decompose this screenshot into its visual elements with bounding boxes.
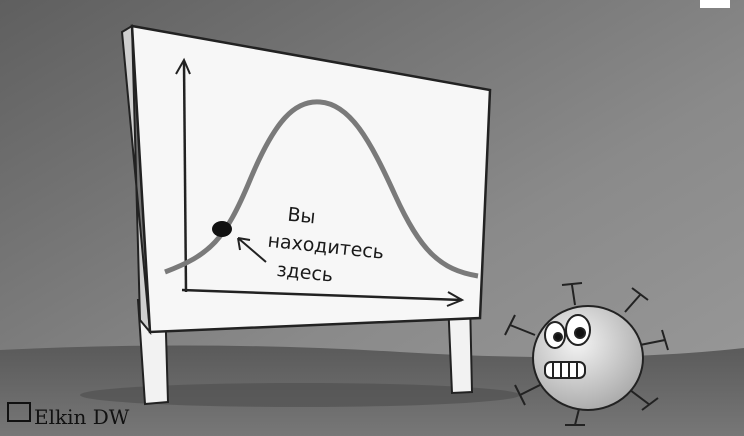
corner-mark <box>700 0 730 8</box>
you-dot <box>212 221 232 237</box>
signature: Elkin DW <box>34 405 130 429</box>
annotation-line: Вы <box>286 204 316 229</box>
page: {"annotation": {"lines": ["Вы", "находит… <box>0 0 744 436</box>
cartoon: Вы находитесь здесь Elkin DW <box>0 0 744 436</box>
